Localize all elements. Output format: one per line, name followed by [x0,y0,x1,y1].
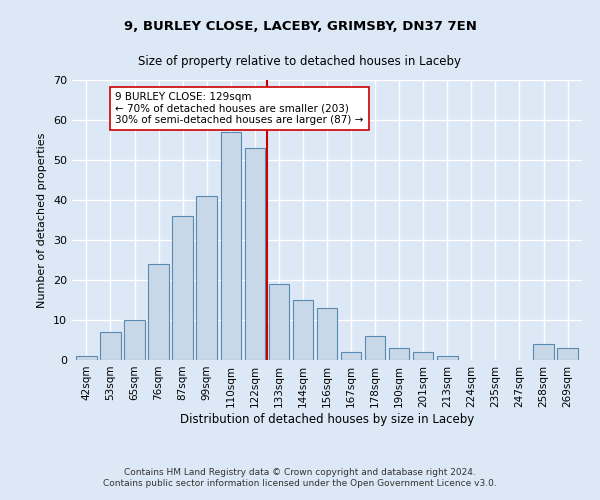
Text: 9, BURLEY CLOSE, LACEBY, GRIMSBY, DN37 7EN: 9, BURLEY CLOSE, LACEBY, GRIMSBY, DN37 7… [124,20,476,33]
Bar [317,308,337,360]
Bar [293,300,313,360]
Bar [245,148,265,360]
Bar [557,348,578,360]
Bar [124,320,145,360]
Text: Size of property relative to detached houses in Laceby: Size of property relative to detached ho… [139,55,461,68]
Y-axis label: Number of detached properties: Number of detached properties [37,132,47,308]
Bar [365,336,385,360]
Bar [389,348,409,360]
Bar [533,344,554,360]
Bar [341,352,361,360]
Bar [196,196,217,360]
Bar [148,264,169,360]
Text: Contains HM Land Registry data © Crown copyright and database right 2024.
Contai: Contains HM Land Registry data © Crown c… [103,468,497,487]
Bar [100,332,121,360]
Bar [437,356,458,360]
Bar [221,132,241,360]
Bar [76,356,97,360]
Bar [413,352,433,360]
Bar [172,216,193,360]
X-axis label: Distribution of detached houses by size in Laceby: Distribution of detached houses by size … [180,412,474,426]
Text: 9 BURLEY CLOSE: 129sqm
← 70% of detached houses are smaller (203)
30% of semi-de: 9 BURLEY CLOSE: 129sqm ← 70% of detached… [115,92,364,125]
Bar [269,284,289,360]
